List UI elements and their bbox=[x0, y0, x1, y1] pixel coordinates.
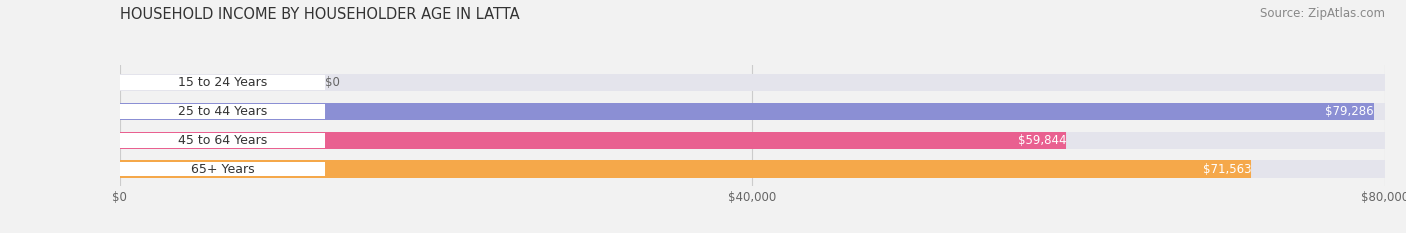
Bar bbox=[120, 132, 1066, 149]
Text: $0: $0 bbox=[325, 76, 340, 89]
Bar bbox=[120, 132, 1385, 149]
Text: $79,286: $79,286 bbox=[1324, 105, 1374, 118]
Bar bbox=[120, 74, 1385, 91]
Text: 15 to 24 Years: 15 to 24 Years bbox=[177, 76, 267, 89]
Bar bbox=[120, 104, 325, 119]
Text: $71,563: $71,563 bbox=[1204, 163, 1251, 176]
Text: 65+ Years: 65+ Years bbox=[190, 163, 254, 176]
Bar bbox=[120, 103, 1385, 120]
Bar bbox=[120, 161, 1385, 178]
Bar bbox=[120, 75, 325, 90]
Text: 45 to 64 Years: 45 to 64 Years bbox=[177, 134, 267, 147]
Text: $59,844: $59,844 bbox=[1018, 134, 1066, 147]
Text: HOUSEHOLD INCOME BY HOUSEHOLDER AGE IN LATTA: HOUSEHOLD INCOME BY HOUSEHOLDER AGE IN L… bbox=[120, 7, 519, 22]
Bar bbox=[120, 133, 325, 147]
Text: 25 to 44 Years: 25 to 44 Years bbox=[177, 105, 267, 118]
Text: Source: ZipAtlas.com: Source: ZipAtlas.com bbox=[1260, 7, 1385, 20]
Bar bbox=[120, 162, 325, 176]
Bar bbox=[120, 103, 1374, 120]
Bar bbox=[120, 161, 1251, 178]
